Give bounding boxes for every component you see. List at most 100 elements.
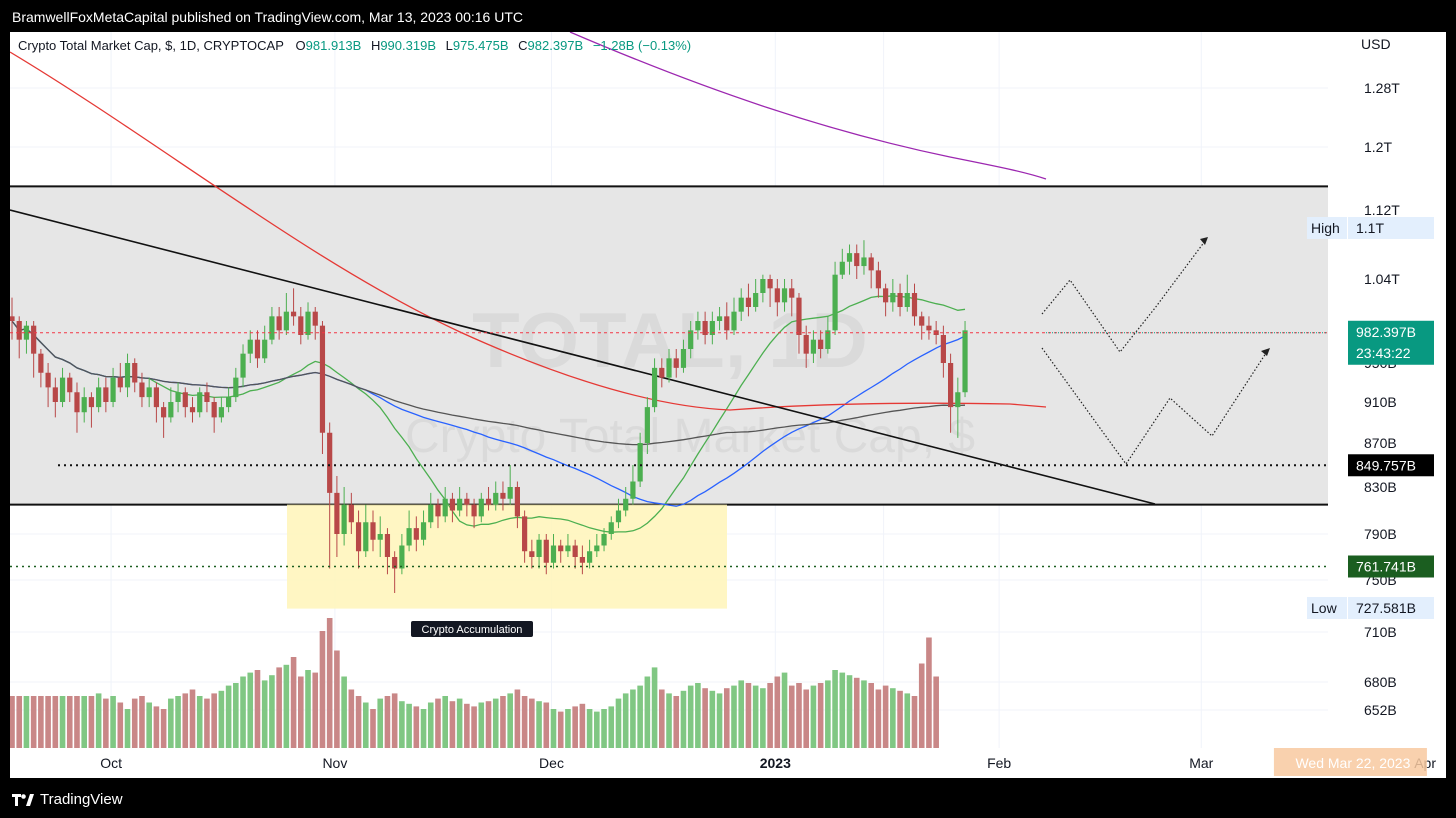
tradingview-brand[interactable]: TradingView xyxy=(12,791,123,808)
volume-bar xyxy=(182,693,189,748)
volume-bar xyxy=(449,701,456,748)
candle-body xyxy=(168,402,174,418)
volume-bar xyxy=(131,698,138,748)
low-tag: 727.581B Low xyxy=(1307,597,1434,619)
support-tag-value: 849.757B xyxy=(1356,457,1416,473)
candle-body xyxy=(659,367,665,378)
y-tick-label: 1.28T xyxy=(1364,80,1400,96)
candle-body xyxy=(420,522,427,540)
candle-body xyxy=(247,339,253,354)
volume-bar xyxy=(529,698,535,748)
volume-bar xyxy=(283,664,290,748)
volume-bar xyxy=(298,676,304,748)
candle-body xyxy=(948,363,954,408)
candle-body xyxy=(587,551,593,563)
ma-200-line xyxy=(10,51,1047,411)
candle-body xyxy=(10,316,15,321)
volume-bar xyxy=(861,680,867,748)
candle-body xyxy=(904,293,910,307)
candle-body xyxy=(442,498,448,517)
range-box xyxy=(10,186,1328,505)
volume-bar xyxy=(767,683,773,748)
candle-body xyxy=(731,311,737,331)
volume-bar xyxy=(492,698,499,748)
volume-bar xyxy=(464,703,470,748)
volume-bar xyxy=(370,709,376,748)
volume-bar xyxy=(890,688,896,748)
brand-name: TradingView xyxy=(40,791,123,808)
ma-100-line xyxy=(11,320,966,446)
candle-body xyxy=(161,407,167,418)
candle-body xyxy=(363,522,369,552)
y-tick-label: 680B xyxy=(1364,674,1397,690)
candle-body xyxy=(377,534,383,540)
volume-bar xyxy=(23,696,30,748)
volume-bar xyxy=(355,696,362,748)
volume-bar xyxy=(680,690,687,748)
candle-body xyxy=(608,522,614,534)
candle-body xyxy=(514,487,520,517)
volume-bar xyxy=(38,696,44,748)
candle-body xyxy=(897,293,903,307)
volume-bar xyxy=(637,685,643,748)
candle-body xyxy=(493,492,499,505)
x-tick-label: 2023 xyxy=(760,755,791,771)
volume-bar xyxy=(362,702,369,748)
candle-body xyxy=(117,377,123,388)
candle-body xyxy=(832,274,838,331)
candle-body xyxy=(615,510,622,523)
candle-body xyxy=(146,387,152,398)
x-tick-label: Dec xyxy=(539,755,564,771)
candle-body xyxy=(132,363,138,383)
y-tick-label: 830B xyxy=(1364,479,1397,495)
volume-bar xyxy=(586,709,593,748)
candle-body xyxy=(45,372,51,388)
candle-body xyxy=(623,498,629,511)
legend-low-value: 975.475B xyxy=(452,38,509,53)
candle-body xyxy=(435,504,441,517)
candle-body xyxy=(767,279,773,289)
legend-close-value: 982.397B xyxy=(527,38,584,53)
y-tick-label: 1.12T xyxy=(1364,202,1400,218)
volume-bar xyxy=(897,690,903,748)
candle-body xyxy=(868,257,874,271)
candle-body xyxy=(290,311,297,317)
candle-body xyxy=(688,330,694,349)
candle-body xyxy=(392,557,398,569)
volume-bar xyxy=(500,696,506,748)
volume-bar xyxy=(803,689,809,748)
candle-body xyxy=(52,387,58,402)
volume-bar xyxy=(160,709,167,748)
candle-body xyxy=(651,367,658,408)
legend-high-label: H xyxy=(370,38,381,53)
price-axis xyxy=(1328,32,1446,748)
bearish-projection-path xyxy=(1041,347,1269,466)
candle-body xyxy=(709,321,715,335)
candle-body xyxy=(825,330,831,349)
candle-body xyxy=(818,339,824,349)
volume-bar xyxy=(716,693,723,748)
chart-frame[interactable]: TOTAL, 1D Crypto Total Market Cap, $ Crypt… xyxy=(10,32,1446,778)
volume-bar xyxy=(565,709,571,748)
volume-bar xyxy=(839,672,846,748)
volume-bar xyxy=(579,703,586,748)
y-tick-label: 1.04T xyxy=(1364,271,1400,287)
candle-body xyxy=(926,325,932,331)
candle-body xyxy=(716,316,723,321)
volume-bar xyxy=(825,680,831,748)
candle-body xyxy=(803,335,809,354)
candle-body xyxy=(940,335,946,363)
volume-bar xyxy=(95,693,102,748)
candle-body xyxy=(558,545,564,552)
candle-body xyxy=(507,487,513,499)
volume-bar xyxy=(471,706,477,748)
candle-body xyxy=(240,353,246,378)
candle-body xyxy=(637,443,643,482)
candle-body xyxy=(883,288,889,303)
candle-body xyxy=(276,316,282,331)
volume-bar xyxy=(196,696,203,748)
candle-body xyxy=(594,545,600,552)
volume-bar xyxy=(745,683,752,748)
low-tag-value: 727.581B xyxy=(1356,600,1416,616)
